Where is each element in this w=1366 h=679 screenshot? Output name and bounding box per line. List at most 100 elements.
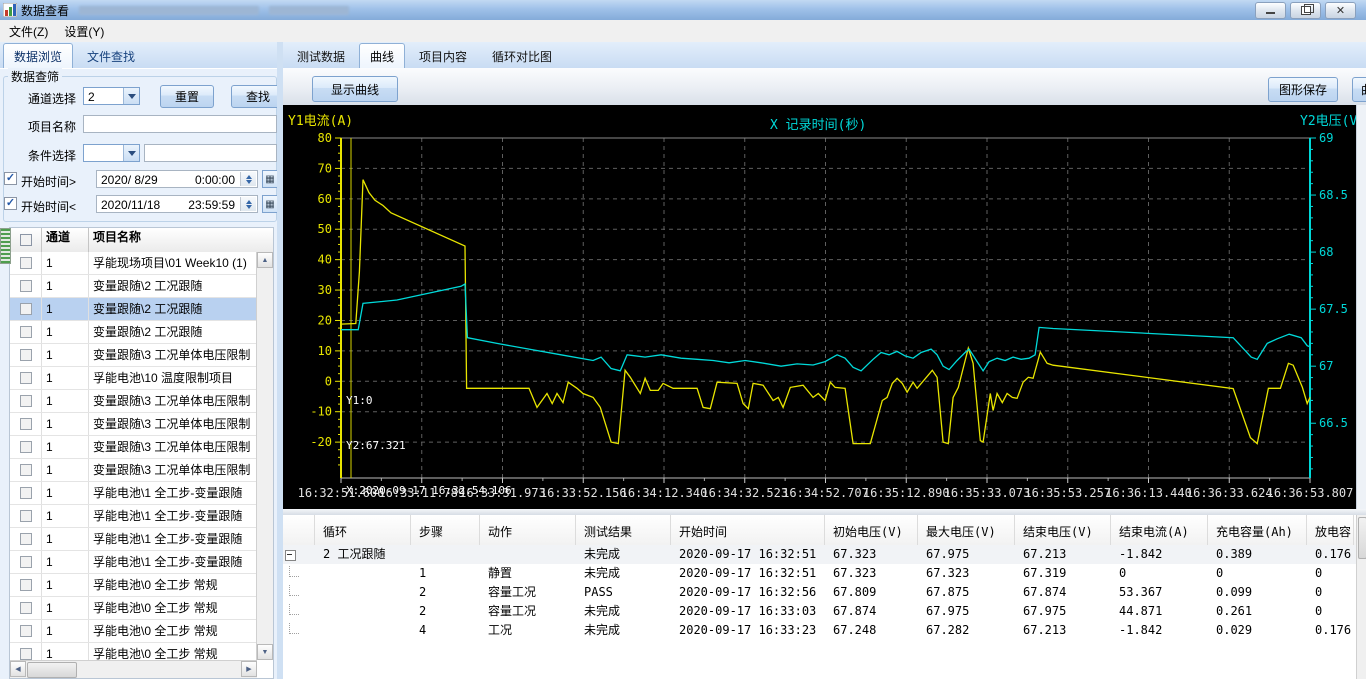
start-after-datetime[interactable]: 2020/ 8/29 0:00:00 bbox=[96, 170, 258, 188]
channel-select-combo[interactable]: 2 bbox=[83, 87, 140, 105]
row-checkbox[interactable] bbox=[19, 625, 32, 637]
restore-button[interactable] bbox=[1290, 2, 1321, 19]
row-checkbox[interactable] bbox=[19, 510, 32, 522]
step-cell-action: 静置 bbox=[488, 566, 513, 580]
start-after-checkbox[interactable]: ✓ bbox=[4, 172, 17, 185]
row-channel: 1 bbox=[42, 252, 89, 274]
project-row[interactable]: 1 变量跟随\3 工况单体电压限制 bbox=[10, 344, 257, 367]
step-row[interactable]: 4 工况 未完成 2020-09-17 16:33:23 67.248 67.282 67.… bbox=[283, 621, 1356, 640]
vertical-splitter[interactable] bbox=[277, 42, 283, 679]
chevron-down-icon[interactable] bbox=[123, 145, 139, 161]
tab-cycle-compare[interactable]: 循环对比图 bbox=[492, 50, 553, 64]
project-row[interactable]: 1 变量跟随\3 工况单体电压限制 bbox=[10, 436, 257, 459]
tab-file-search[interactable]: 文件查找 bbox=[87, 50, 136, 64]
calendar-icon[interactable]: ▦ bbox=[262, 170, 278, 188]
collapse-icon[interactable] bbox=[285, 550, 296, 561]
step-cell-result: 未完成 bbox=[584, 623, 621, 637]
row-grip[interactable] bbox=[0, 228, 11, 264]
row-checkbox[interactable] bbox=[19, 648, 32, 660]
project-row[interactable]: 1 孚能电池\0 全工步 常规 bbox=[10, 574, 257, 597]
step-cell-cycle bbox=[315, 583, 411, 602]
project-row[interactable]: 1 孚能电池\0 全工步 常规 bbox=[10, 620, 257, 643]
row-checkbox[interactable] bbox=[19, 257, 32, 269]
row-checkbox[interactable] bbox=[19, 418, 32, 430]
close-button[interactable]: ✕ bbox=[1325, 2, 1356, 19]
vertical-scrollbar[interactable]: ▲ ▼ bbox=[256, 252, 273, 660]
tab-curve[interactable]: 曲线 bbox=[359, 43, 406, 68]
project-row[interactable]: 1 孚能电池\1 全工步-变量跟随 bbox=[10, 482, 257, 505]
row-checkbox[interactable] bbox=[19, 326, 32, 338]
scroll-down-icon[interactable]: ▼ bbox=[257, 644, 273, 660]
horizontal-splitter[interactable] bbox=[283, 509, 1366, 515]
curve-chart[interactable]: 16:32:51.606 16:33:11.789 16:33:31.973 16:3… bbox=[283, 105, 1356, 509]
svg-text:16:34:12.340: 16:34:12.340 bbox=[621, 486, 708, 500]
hscroll-thumb[interactable] bbox=[27, 662, 77, 678]
chart-canvas[interactable]: 16:32:51.60616:33:11.78916:33:31.97316:3… bbox=[283, 105, 1356, 509]
project-row[interactable]: 1 变量跟随\3 工况单体电压限制 bbox=[10, 413, 257, 436]
start-before-label: 开始时间< bbox=[21, 200, 77, 214]
row-checkbox[interactable] bbox=[19, 395, 32, 407]
project-row[interactable]: 1 孚能电池\0 全工步 常规 bbox=[10, 643, 257, 660]
project-row[interactable]: 1 变量跟随\3 工况单体电压限制 bbox=[10, 390, 257, 413]
condition-value-input[interactable] bbox=[144, 144, 277, 162]
project-row[interactable]: 1 变量跟随\3 工况单体电压限制 bbox=[10, 459, 257, 482]
row-checkbox[interactable] bbox=[19, 372, 32, 384]
calendar-icon[interactable]: ▦ bbox=[262, 195, 278, 213]
project-row[interactable]: 1 孚能现场项目\01 Week10 (1) bbox=[10, 252, 257, 275]
svg-text:-10: -10 bbox=[310, 405, 332, 419]
project-name-input[interactable] bbox=[83, 115, 277, 133]
save-curve-button-partial[interactable]: 曲 bbox=[1352, 77, 1366, 102]
start-before-checkbox[interactable]: ✓ bbox=[4, 197, 17, 210]
step-column-header: 步骤 bbox=[411, 515, 480, 545]
chevron-down-icon[interactable] bbox=[123, 88, 139, 104]
scroll-up-icon[interactable]: ▲ bbox=[257, 252, 273, 268]
project-row[interactable]: 1 孚能电池\10 温度限制项目 bbox=[10, 367, 257, 390]
row-channel: 1 bbox=[42, 367, 89, 389]
project-row[interactable]: 1 孚能电池\0 全工步 常规 bbox=[10, 597, 257, 620]
project-row[interactable]: 1 孚能电池\1 全工步-变量跟随 bbox=[10, 528, 257, 551]
step-row[interactable]: 2 容量工况 PASS 2020-09-17 16:32:56 67.809 67.875… bbox=[283, 583, 1356, 602]
project-row[interactable]: 1 孚能电池\1 全工步-变量跟随 bbox=[10, 551, 257, 574]
select-all-checkbox[interactable] bbox=[19, 234, 32, 246]
start-before-datetime[interactable]: 2020/11/18 23:59:59 bbox=[96, 195, 258, 213]
time-spinner[interactable] bbox=[240, 172, 256, 186]
reset-button[interactable]: 重置 bbox=[160, 85, 214, 108]
bscroll-thumb[interactable] bbox=[1358, 517, 1366, 559]
row-checkbox[interactable] bbox=[19, 579, 32, 591]
project-table-header: 通道 项目名称 bbox=[10, 228, 273, 253]
tab-project-content[interactable]: 项目内容 bbox=[419, 50, 468, 64]
row-checkbox[interactable] bbox=[19, 464, 32, 476]
row-checkbox[interactable] bbox=[19, 280, 32, 292]
row-checkbox[interactable] bbox=[19, 487, 32, 499]
project-row[interactable]: 1 变量跟随\2 工况跟随 bbox=[10, 275, 257, 298]
step-row[interactable]: 2 容量工况 未完成 2020-09-17 16:33:03 67.874 67.975 6… bbox=[283, 602, 1356, 621]
save-image-button[interactable]: 图形保存 bbox=[1268, 77, 1338, 102]
minimize-button[interactable] bbox=[1255, 2, 1286, 19]
menu-settings[interactable]: 设置(Y) bbox=[64, 24, 105, 39]
horizontal-scrollbar[interactable]: ◀ ▶ bbox=[10, 660, 257, 678]
row-checkbox[interactable] bbox=[19, 349, 32, 361]
step-table-scrollbar[interactable] bbox=[1356, 515, 1366, 679]
step-row[interactable]: 1 静置 未完成 2020-09-17 16:32:51 67.323 67.323 67.… bbox=[283, 564, 1356, 583]
step-cell-v_max: 67.975 bbox=[926, 604, 970, 618]
svg-text:68.5: 68.5 bbox=[1319, 188, 1348, 202]
step-cell-step bbox=[411, 545, 480, 564]
row-checkbox[interactable] bbox=[19, 303, 32, 315]
show-curve-button[interactable]: 显示曲线 bbox=[312, 76, 398, 102]
condition-select-combo[interactable] bbox=[83, 144, 140, 162]
row-checkbox[interactable] bbox=[19, 533, 32, 545]
row-project-name: 变量跟随\3 工况单体电压限制 bbox=[93, 394, 251, 408]
tab-data-browse[interactable]: 数据浏览 bbox=[3, 43, 74, 68]
project-row[interactable]: 1 变量跟随\2 工况跟随 bbox=[10, 321, 257, 344]
menu-file[interactable]: 文件(Z) bbox=[9, 24, 49, 39]
cycle-row[interactable]: 2 工况跟随 未完成 2020-09-17 16:32:51 67.323 67.975… bbox=[283, 545, 1356, 564]
time-spinner[interactable] bbox=[240, 197, 256, 211]
tab-test-data[interactable]: 测试数据 bbox=[297, 50, 346, 64]
row-checkbox[interactable] bbox=[19, 556, 32, 568]
scroll-left-icon[interactable]: ◀ bbox=[10, 661, 26, 677]
row-checkbox[interactable] bbox=[19, 441, 32, 453]
row-checkbox[interactable] bbox=[19, 602, 32, 614]
scroll-right-icon[interactable]: ▶ bbox=[241, 661, 257, 677]
project-row[interactable]: 1 孚能电池\1 全工步-变量跟随 bbox=[10, 505, 257, 528]
project-row[interactable]: 1 变量跟随\2 工况跟随 bbox=[10, 298, 257, 321]
